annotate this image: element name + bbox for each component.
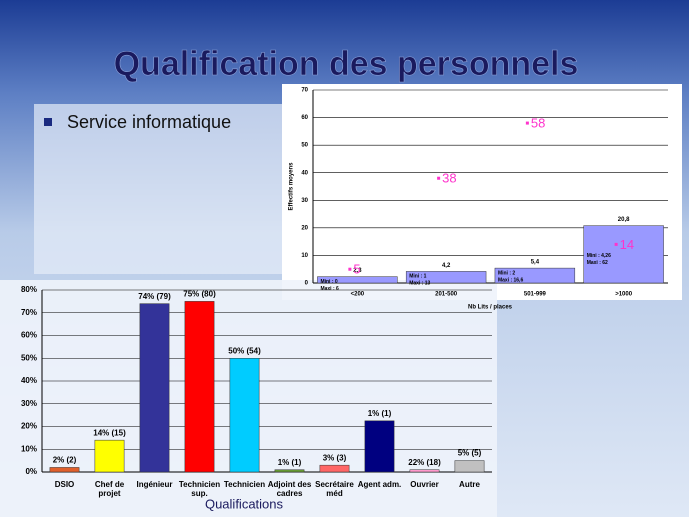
x-tick-label: Technicien xyxy=(223,480,266,489)
y-tick-label: 40 xyxy=(301,170,308,176)
bar xyxy=(274,469,305,473)
y-tick-label: 10% xyxy=(21,444,37,453)
data-label: 2% (2) xyxy=(53,456,77,465)
slide-title: Qualification des personnels xyxy=(114,45,579,83)
data-label: 3% (3) xyxy=(323,453,347,462)
x-axis-label: Nb Lits / places xyxy=(468,305,513,311)
x-tick-label: 501-999 xyxy=(524,292,547,298)
x-tick-label: DSIO xyxy=(54,480,75,489)
data-label: 1% (1) xyxy=(278,458,302,467)
bar xyxy=(583,225,664,284)
data-label: 2,3 xyxy=(353,268,362,274)
bar-annotation: Maxi : 6 xyxy=(320,286,339,292)
y-tick-label: 70 xyxy=(301,88,308,94)
bar-annotation: Mini : 1 xyxy=(409,274,426,280)
y-tick-label: 40% xyxy=(21,376,37,385)
y-tick-label: 60 xyxy=(301,115,308,121)
y-axis-label: Effectifs moyens xyxy=(289,162,295,211)
y-tick-label: 60% xyxy=(21,331,37,340)
y-tick-label: 80% xyxy=(21,285,37,294)
data-label: 1% (1) xyxy=(368,409,392,418)
x-tick-label: Autre xyxy=(459,480,480,489)
bar-annotation: Mini : 0 xyxy=(320,279,337,285)
marker xyxy=(437,176,441,180)
bullet-text: Service informatique xyxy=(67,112,231,132)
y-tick-label: 50 xyxy=(301,143,308,149)
bar xyxy=(184,301,215,473)
y-tick-label: 0 xyxy=(305,281,309,287)
data-label: 14% (15) xyxy=(93,428,126,437)
bar xyxy=(49,467,80,473)
bar xyxy=(405,271,487,284)
bullet-icon xyxy=(44,118,52,126)
bar xyxy=(94,439,125,473)
bar xyxy=(364,420,395,473)
bar xyxy=(139,303,170,473)
x-tick-label: Secrétaire méd xyxy=(315,480,354,498)
data-label: 4,2 xyxy=(442,263,451,269)
bar-annotation: Mini : 2 xyxy=(498,270,515,276)
bar-annotation: Maxi : 62 xyxy=(587,260,608,266)
y-tick-label: 20 xyxy=(301,225,308,231)
bar-annotation: Maxi : 16,6 xyxy=(498,277,524,283)
x-tick-label: Adjoint des cadres xyxy=(267,480,312,498)
data-label: 74% (79) xyxy=(138,292,171,301)
bar xyxy=(454,460,485,473)
y-tick-label: 30 xyxy=(301,198,308,204)
marker-label: 5 xyxy=(353,262,360,277)
data-label: 22% (18) xyxy=(408,458,441,467)
x-tick-label: <200 xyxy=(351,292,365,298)
marker xyxy=(348,267,352,271)
x-tick-label: 201-500 xyxy=(435,292,458,298)
y-tick-label: 20% xyxy=(21,422,37,431)
x-tick-label: Chef de projet xyxy=(94,480,125,498)
x-tick-label: Technicien sup. xyxy=(178,480,221,498)
bar xyxy=(317,276,398,284)
y-tick-label: 30% xyxy=(21,399,37,408)
marker xyxy=(525,121,529,125)
marker-label: 14 xyxy=(620,237,634,252)
y-tick-label: 50% xyxy=(21,353,37,362)
bar-annotation: Mini : 4,26 xyxy=(587,253,611,259)
y-tick-label: 0% xyxy=(25,467,37,476)
x-tick-label: >1000 xyxy=(615,292,633,298)
bar xyxy=(229,358,260,473)
x-axis-label: Qualifications xyxy=(205,496,284,511)
bar xyxy=(319,464,350,473)
y-tick-label: 70% xyxy=(21,308,37,317)
data-label: 75% (80) xyxy=(183,289,216,298)
marker-label: 38 xyxy=(442,171,456,186)
bar xyxy=(494,267,576,284)
data-label: 50% (54) xyxy=(228,346,261,355)
data-label: 5,4 xyxy=(531,260,540,266)
x-tick-label: Ingénieur xyxy=(136,480,173,489)
marker xyxy=(614,242,618,246)
x-tick-label: Ouvrier xyxy=(410,480,439,489)
data-label: 20,8 xyxy=(618,217,630,223)
marker-label: 58 xyxy=(531,116,545,131)
x-tick-label: Agent adm. xyxy=(357,480,402,489)
data-label: 5% (5) xyxy=(458,449,482,458)
bar xyxy=(409,469,440,473)
y-tick-label: 10 xyxy=(301,253,308,259)
bar-annotation: Maxi : 13 xyxy=(409,281,430,287)
